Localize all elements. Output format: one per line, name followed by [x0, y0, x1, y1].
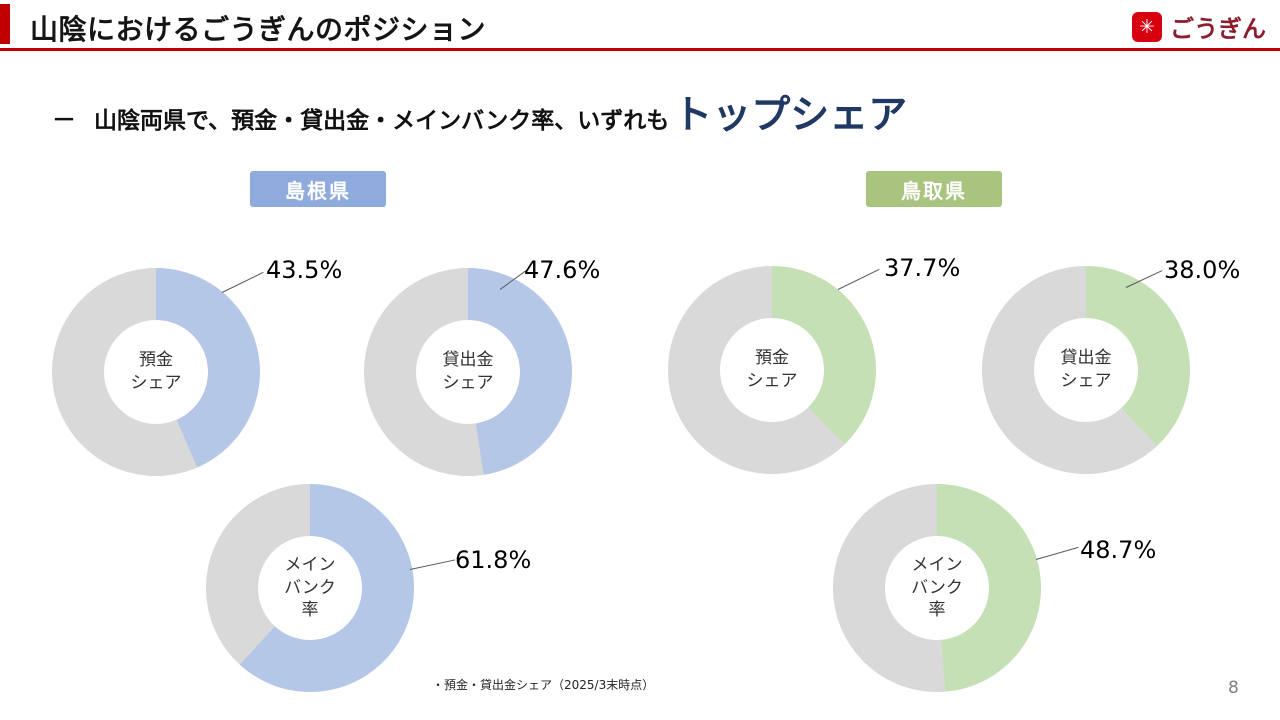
bank-logo: ✳ ごうぎん: [1132, 9, 1266, 44]
subtitle: － 山陰両県で、預金・貸出金・メインバンク率、いずれも トップシェア: [52, 84, 907, 140]
footnotes: ・預金・貸出金シェア（2025/3末時点） （データ出所）月間金融ジャーナル「金…: [432, 643, 830, 720]
donut-tottori-deposit-share: 預金 シェア: [668, 266, 876, 474]
page-number: 8: [1228, 678, 1239, 698]
callout-line-tottori-deposit: [837, 268, 880, 290]
donut-tottori-mainbank-rate: メイン バンク 率: [833, 484, 1041, 692]
value-label-tottori-loan: 38.0%: [1164, 256, 1241, 284]
donut-tottori-loan-share: 貸出金 シェア: [982, 266, 1190, 474]
donut-center-label-tottori-deposit: 預金 シェア: [720, 318, 824, 422]
callout-line-shimane-deposit: [221, 271, 264, 293]
header-accent-bar: [0, 4, 10, 44]
subtitle-lead: 山陰両県で、預金・貸出金・メインバンク率、いずれも: [94, 108, 670, 134]
donut-shimane-deposit-share: 預金 シェア: [52, 268, 260, 476]
badge-shimane: 島根県: [250, 171, 386, 207]
donut-shimane-mainbank-rate: メイン バンク 率: [206, 484, 414, 692]
value-label-shimane-deposit: 43.5%: [266, 256, 343, 284]
header-divider: [0, 48, 1280, 51]
subtitle-highlight: トップシェア: [673, 93, 908, 138]
callout-line-shimane-mainbank: [409, 559, 456, 570]
value-label-shimane-loan: 47.6%: [524, 256, 601, 284]
donut-center-label-tottori-loan: 貸出金 シェア: [1034, 318, 1138, 422]
value-label-tottori-mainbank: 48.7%: [1080, 536, 1157, 564]
footnote-line-1: ・預金・貸出金シェア（2025/3末時点）: [432, 678, 655, 693]
donut-center-label-shimane-loan: 貸出金 シェア: [416, 320, 520, 424]
bank-logo-icon: ✳: [1132, 11, 1162, 42]
value-label-shimane-mainbank: 61.8%: [455, 546, 532, 574]
donut-shimane-loan-share: 貸出金 シェア: [364, 268, 572, 476]
callout-line-tottori-mainbank: [1035, 546, 1079, 560]
donut-center-label-shimane-mainbank: メイン バンク 率: [258, 536, 362, 640]
donut-center-label-shimane-deposit: 預金 シェア: [104, 320, 208, 424]
bank-logo-text: ごうぎん: [1170, 15, 1266, 43]
badge-tottori: 鳥取県: [866, 171, 1002, 207]
page-title: 山陰におけるごうぎんのポジション: [30, 13, 487, 46]
subtitle-dash: －: [52, 106, 76, 134]
donut-center-label-tottori-mainbank: メイン バンク 率: [885, 536, 989, 640]
value-label-tottori-deposit: 37.7%: [884, 254, 961, 282]
